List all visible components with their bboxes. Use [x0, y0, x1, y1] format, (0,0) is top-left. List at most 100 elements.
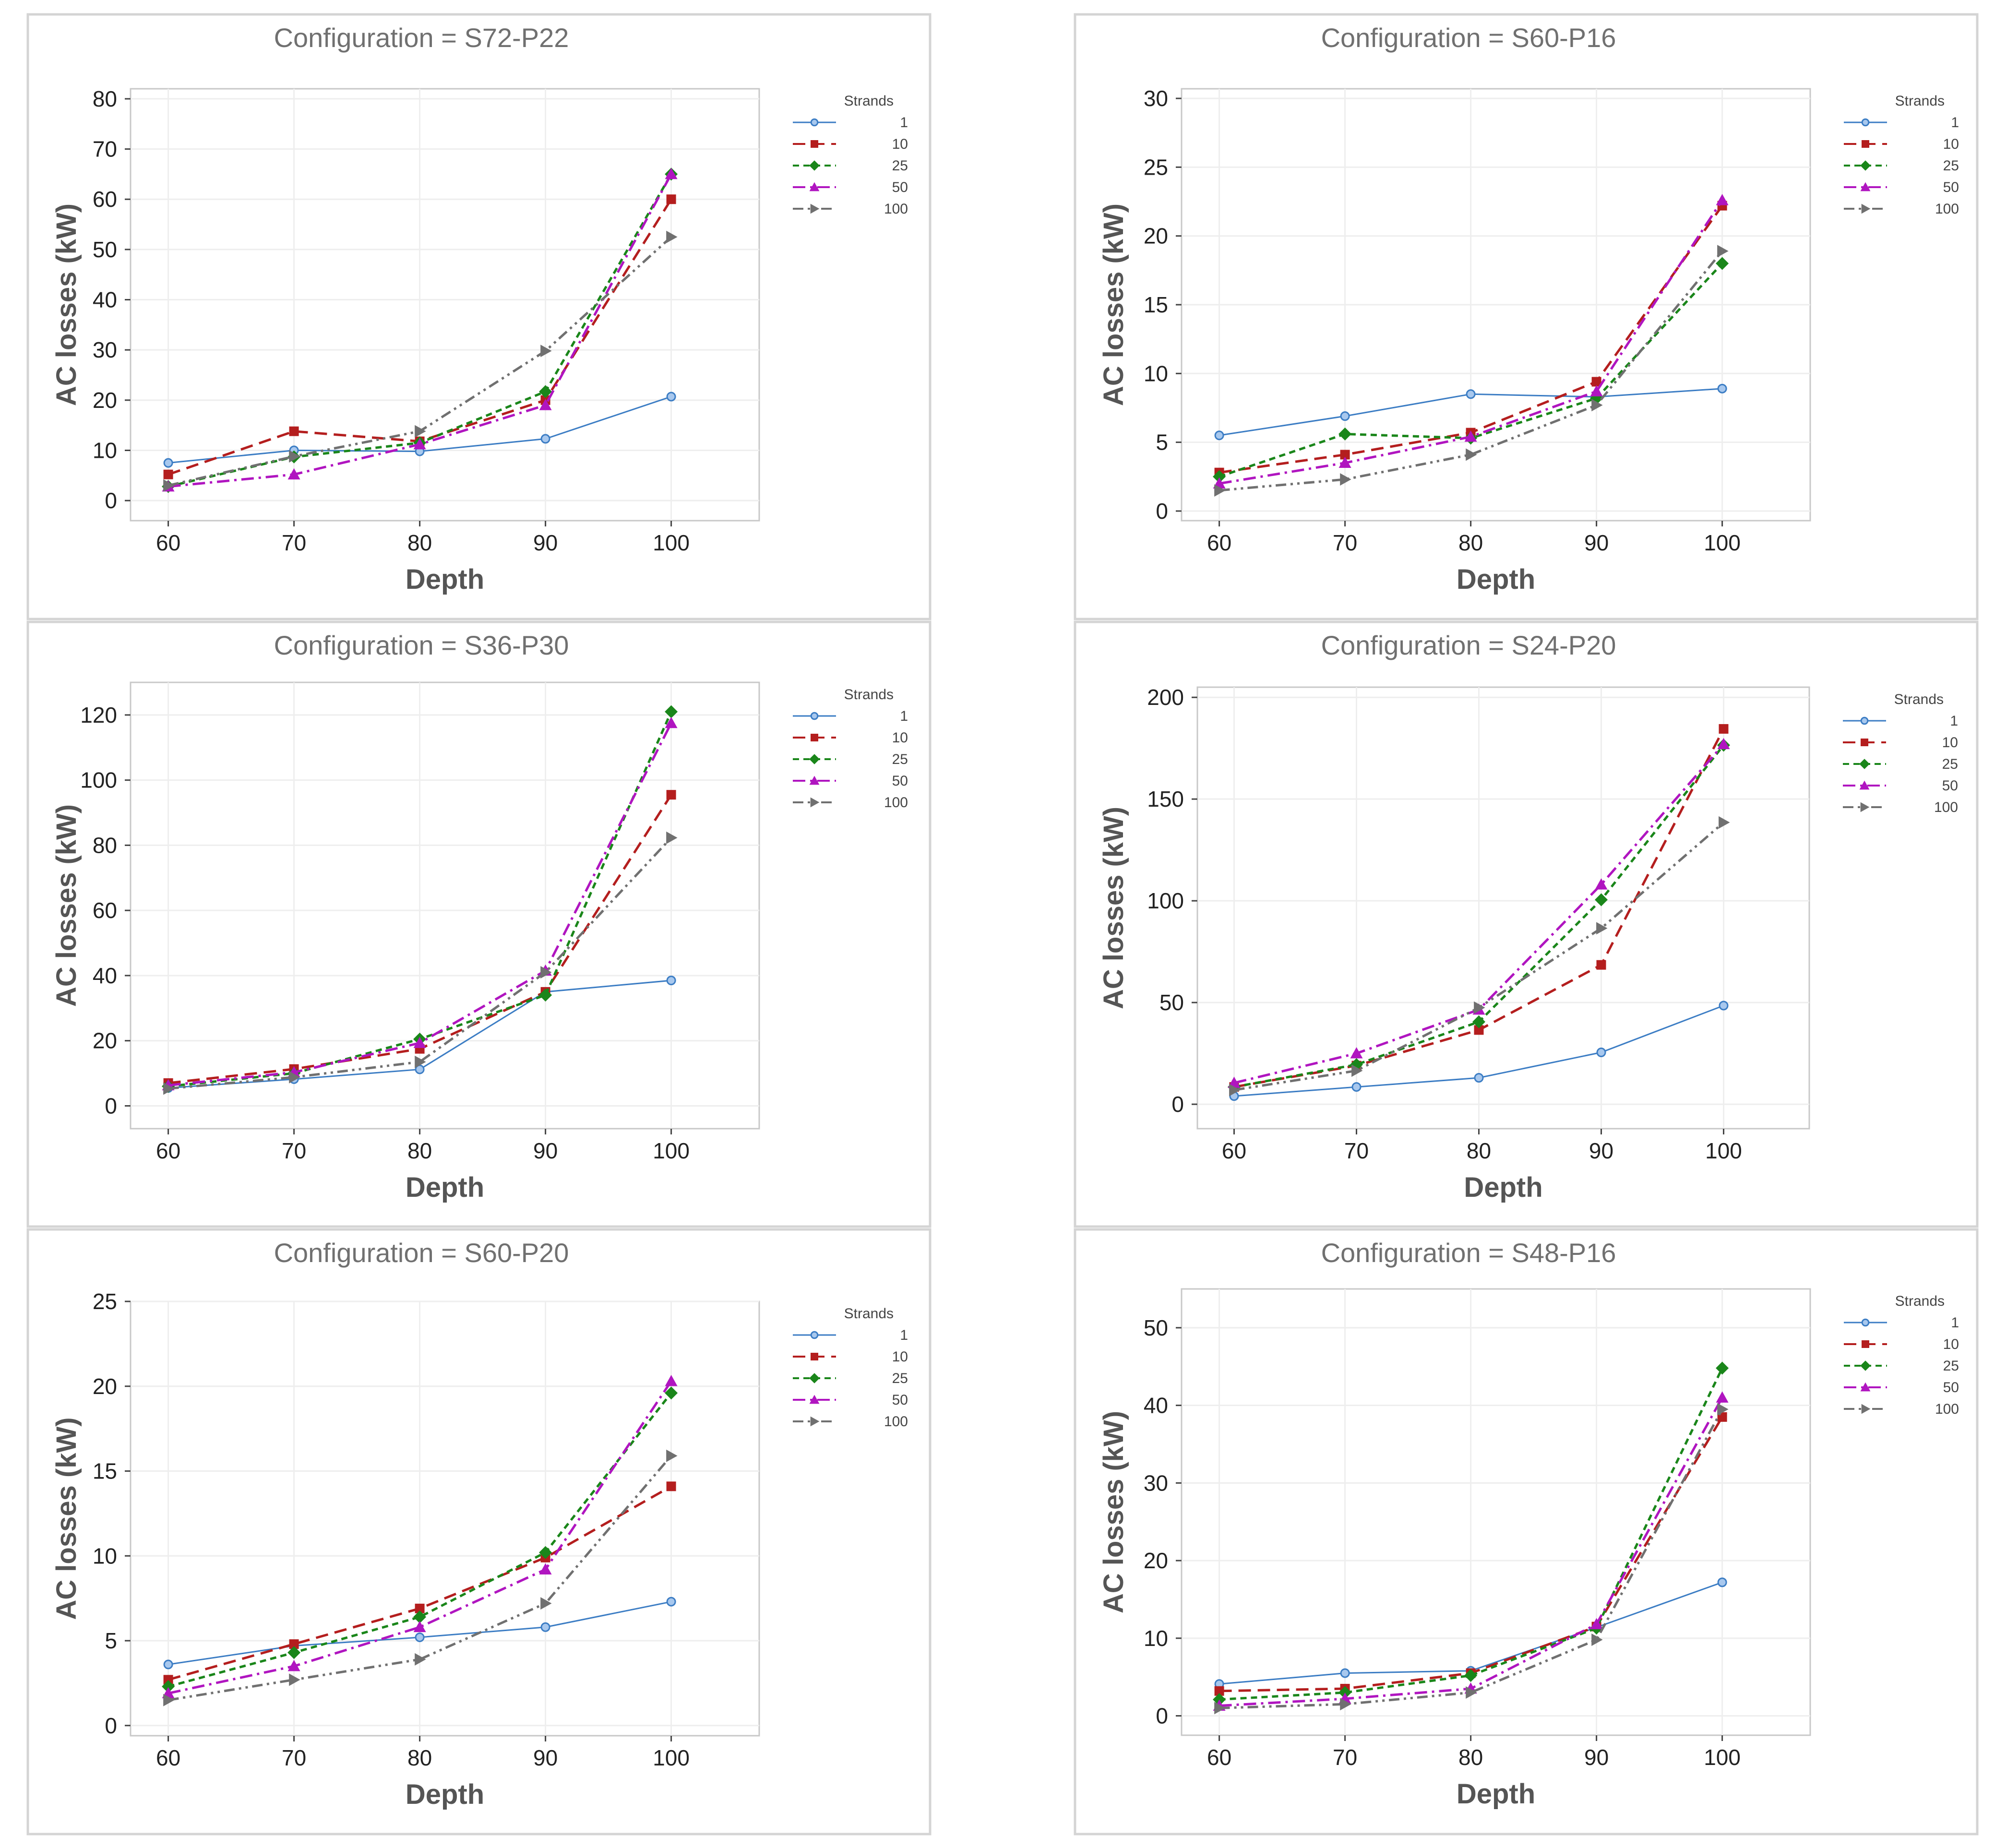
plot-area	[1181, 1288, 1811, 1736]
x-tick-label: 60	[1207, 530, 1231, 555]
data-point	[1596, 922, 1608, 935]
data-point	[666, 976, 676, 986]
y-axis-label: AC losses (kW)	[51, 804, 82, 1007]
series-25	[162, 1386, 678, 1693]
y-tick-label: 15	[93, 1459, 117, 1484]
legend-item-1: 1	[793, 115, 908, 131]
legend-marker	[1860, 160, 1871, 171]
series-100	[163, 230, 678, 492]
data-point	[415, 1632, 425, 1642]
y-axis-label: AC losses (kW)	[51, 1417, 82, 1620]
legend-item-100: 100	[793, 795, 908, 811]
y-tick-label: 0	[1171, 1092, 1184, 1117]
data-point	[665, 705, 678, 718]
legend-item-100: 100	[1844, 1401, 1959, 1417]
y-tick-label: 100	[1147, 888, 1184, 913]
legend-marker	[1860, 716, 1869, 725]
data-point	[1474, 1025, 1484, 1035]
legend-marker	[1860, 182, 1871, 191]
y-tick-label: 10	[93, 1543, 117, 1568]
chart-title: Configuration = S24-P20	[1321, 630, 1616, 660]
legend-item-10: 10	[793, 1349, 908, 1365]
series-line-25	[167, 1392, 672, 1688]
x-tick-label: 100	[653, 1138, 690, 1163]
legend-item-25: 25	[1844, 1358, 1959, 1374]
y-axis-label: AC losses (kW)	[1098, 1411, 1129, 1613]
y-tick-label: 50	[1144, 1315, 1168, 1340]
x-tick-label: 100	[1704, 530, 1741, 555]
data-point	[163, 479, 175, 492]
legend-item-25: 25	[1843, 756, 1958, 772]
data-point	[413, 1037, 426, 1048]
legend-item-50: 50	[1843, 778, 1958, 794]
y-tick-label: 20	[1144, 224, 1168, 249]
y-tick-label: 100	[80, 768, 117, 793]
data-point	[540, 345, 552, 358]
y-tick-label: 50	[93, 237, 117, 262]
legend-item-100: 100	[1844, 201, 1959, 217]
x-tick-label: 80	[407, 530, 432, 555]
data-point	[1338, 427, 1352, 441]
data-point	[666, 392, 676, 402]
legend-marker	[1860, 1382, 1871, 1392]
data-point	[289, 1673, 300, 1686]
legend-label: 1	[900, 1327, 908, 1343]
data-point	[1464, 430, 1477, 442]
legend-item-25: 25	[793, 158, 908, 174]
chart-title: Configuration = S60-P20	[274, 1238, 569, 1268]
x-tick-label: 90	[1589, 1138, 1613, 1163]
legend-label: 10	[1942, 735, 1958, 751]
x-tick-label: 70	[282, 1745, 306, 1770]
legend-label: 100	[884, 1414, 908, 1430]
legend-item-25: 25	[793, 1371, 908, 1386]
y-tick-label: 40	[93, 287, 117, 312]
legend-item-10: 10	[1843, 735, 1958, 751]
data-point	[539, 1563, 552, 1574]
data-point	[665, 1375, 678, 1386]
data-point	[1214, 1702, 1226, 1715]
legend-label: 25	[1942, 756, 1958, 772]
legend-item-100: 100	[793, 1414, 908, 1430]
data-point	[1590, 1618, 1603, 1630]
y-axis-label: AC losses (kW)	[1098, 203, 1129, 406]
data-point	[163, 1082, 175, 1095]
data-point	[1716, 257, 1729, 270]
data-point	[1595, 878, 1608, 890]
chart-panel-3: 0 20 40 60 80 100 120 60 70 80 90 100 Configuration …	[26, 620, 932, 1228]
x-axis-label: Depth	[1457, 1778, 1535, 1810]
data-point	[1595, 893, 1608, 906]
data-point	[162, 1680, 175, 1693]
legend-label: 100	[884, 795, 908, 811]
data-point	[287, 1646, 301, 1659]
legend-title: Strands	[844, 687, 894, 703]
data-point	[1717, 1577, 1727, 1587]
chart-title: Configuration = S60-P16	[1321, 23, 1616, 53]
y-tick-label: 50	[1159, 990, 1184, 1015]
x-tick-label: 70	[1344, 1138, 1369, 1163]
data-point	[289, 1639, 299, 1649]
legend-title: Strands	[1895, 93, 1945, 109]
legend-marker	[1861, 118, 1870, 127]
legend-marker	[811, 140, 818, 148]
legend-marker	[810, 797, 820, 808]
y-tick-label: 0	[1156, 499, 1168, 524]
y-tick-label: 25	[1144, 155, 1168, 179]
legend-marker	[809, 160, 820, 171]
data-point	[666, 790, 676, 800]
y-axis-label: AC losses (kW)	[51, 203, 82, 406]
x-tick-label: 70	[1333, 1745, 1357, 1770]
data-point	[1474, 1073, 1484, 1083]
legend-marker	[1861, 1318, 1870, 1327]
y-tick-label: 25	[93, 1289, 117, 1314]
data-point	[1596, 960, 1606, 970]
data-point	[1351, 1064, 1363, 1077]
data-point	[1340, 1698, 1351, 1711]
legend-label: 100	[1934, 799, 1958, 815]
data-point	[287, 1660, 300, 1671]
data-point	[289, 1071, 300, 1084]
data-point	[665, 1386, 678, 1400]
data-point	[287, 468, 300, 480]
legend-item-10: 10	[793, 136, 908, 152]
legend-item-25: 25	[1844, 158, 1959, 174]
